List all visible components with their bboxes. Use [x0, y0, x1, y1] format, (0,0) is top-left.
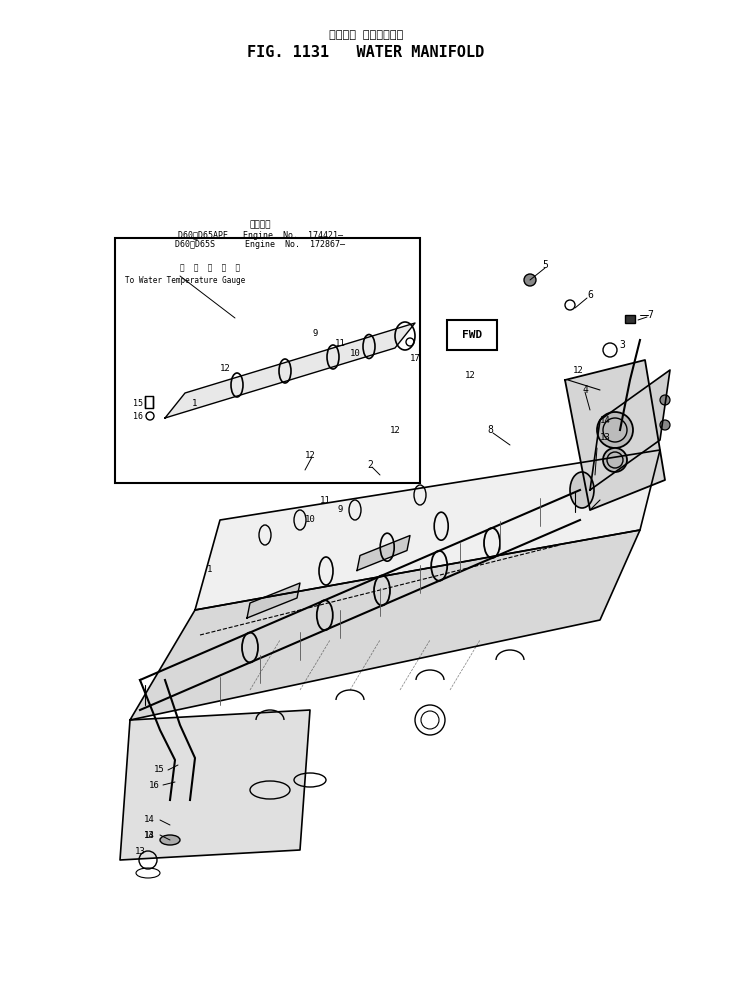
Text: 16: 16: [149, 780, 160, 789]
Text: 9: 9: [313, 328, 318, 337]
Text: 15: 15: [133, 399, 143, 407]
Text: FIG. 1131   WATER MANIFOLD: FIG. 1131 WATER MANIFOLD: [247, 45, 485, 59]
Text: 通用号等: 通用号等: [250, 221, 271, 229]
Text: 12: 12: [305, 451, 315, 460]
Text: 2: 2: [367, 460, 373, 470]
Text: 12: 12: [389, 425, 400, 434]
Text: 水  温  度  出  口: 水 温 度 出 口: [180, 263, 240, 273]
Text: D60ワD65S      Engine  No.  172867―: D60ワD65S Engine No. 172867―: [175, 239, 345, 248]
Circle shape: [660, 420, 670, 430]
Polygon shape: [357, 535, 410, 571]
Text: 13: 13: [144, 831, 155, 840]
Text: 8: 8: [487, 425, 493, 435]
Polygon shape: [165, 323, 415, 418]
Text: 9: 9: [337, 505, 343, 514]
Text: 5: 5: [542, 260, 548, 270]
Ellipse shape: [160, 835, 180, 845]
Text: 10: 10: [350, 348, 360, 357]
Polygon shape: [590, 370, 670, 490]
Bar: [145, 396, 153, 408]
Polygon shape: [565, 360, 665, 510]
Ellipse shape: [166, 834, 190, 846]
Text: 16: 16: [133, 411, 143, 420]
Bar: [170, 762, 177, 773]
Ellipse shape: [570, 472, 594, 508]
Text: 14: 14: [600, 415, 610, 424]
Text: 17: 17: [410, 353, 420, 363]
Circle shape: [524, 274, 536, 286]
Text: 14: 14: [144, 831, 155, 840]
Circle shape: [597, 412, 633, 448]
Circle shape: [603, 448, 627, 472]
Bar: [115, 238, 420, 483]
Text: 15: 15: [154, 765, 165, 774]
Text: 1: 1: [193, 399, 198, 407]
Text: To Water Temperature Gauge: To Water Temperature Gauge: [125, 276, 245, 285]
Text: 1: 1: [207, 566, 213, 575]
Text: ウォータ マニホールド: ウォータ マニホールド: [329, 30, 403, 40]
Polygon shape: [247, 583, 300, 618]
Text: 11: 11: [335, 338, 346, 347]
Text: 4: 4: [582, 385, 588, 395]
Circle shape: [660, 395, 670, 405]
Ellipse shape: [142, 802, 182, 818]
Text: 11: 11: [320, 495, 330, 504]
Polygon shape: [120, 710, 310, 860]
Text: 12: 12: [572, 366, 583, 375]
Circle shape: [605, 425, 645, 465]
Text: 6: 6: [587, 290, 593, 300]
Text: 13: 13: [135, 848, 146, 856]
Text: 12: 12: [220, 364, 231, 373]
Text: D60ワD65APE   Engine  No.  174421―: D60ワD65APE Engine No. 174421―: [177, 230, 343, 239]
Polygon shape: [195, 450, 660, 610]
Text: FWD: FWD: [462, 330, 482, 340]
Text: 3: 3: [619, 340, 625, 350]
Text: 12: 12: [465, 371, 475, 380]
Text: 10: 10: [305, 515, 315, 524]
Text: 7: 7: [647, 310, 653, 320]
Polygon shape: [130, 530, 640, 720]
Text: 14: 14: [144, 816, 155, 825]
Text: 13: 13: [600, 432, 610, 441]
Bar: [447, 320, 497, 350]
Bar: [625, 315, 635, 323]
